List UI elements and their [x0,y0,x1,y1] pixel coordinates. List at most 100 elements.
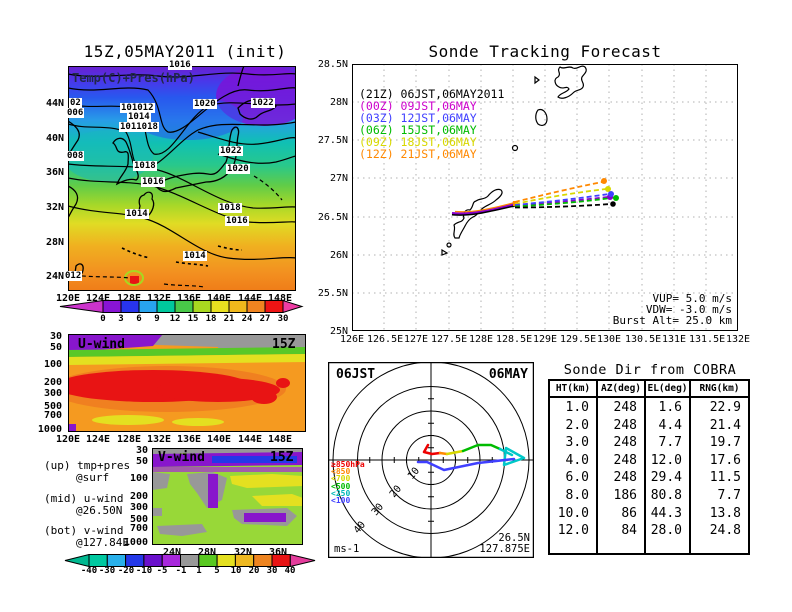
endpoint-orange [601,178,607,184]
legend-line: (09Z) 18JST,06MAY [359,135,477,149]
table-cell: 248 [613,400,637,415]
table-cell: 248 [613,417,637,433]
y-tick: 25N [329,326,348,337]
contour-label: 1014 [125,209,149,219]
p-tick: 200 [129,491,148,502]
x-tick: 126.5E [367,334,404,345]
contour-label: 1022 [219,146,243,156]
note-bot-label: (bot) v-wind [44,524,124,537]
table-column-ht: HT(km) 1.0 2.0 3.0 4.0 6.0 8.0 10.0 12.0 [548,379,598,555]
table-cell: 13.8 [709,505,741,521]
cb-tick: 20 [248,566,260,576]
note-up-label: (up) tmp+pres [44,459,131,472]
vdw-text: VDW= -3.0 m/s [645,303,732,316]
x-tick: 132E [146,293,172,304]
x-tick: 124E [85,434,111,445]
x-tick: 136E [176,434,202,445]
y-tick: 28N [329,97,348,108]
table-cell: 4.0 [565,452,589,468]
cb-tick: 10 [230,566,242,576]
p-tick: 200 [43,377,62,388]
legend-line: (00Z) 09JST,06MAY [359,99,477,113]
hodograph-units: ms-1 [334,543,360,555]
y-tick: 44N [45,98,64,109]
table-column-az: AZ(deg) 248 248 248 248 248 186 86 84 [596,379,646,555]
table-cell: 21.4 [709,417,741,433]
x-tick: 120E [55,293,81,304]
p-tick: 100 [129,473,148,484]
cb-tick: -5 [156,566,168,576]
table-cell: 248 [613,452,637,468]
cb-tick: -40 [80,566,98,576]
endpoint-green [613,195,619,201]
y-tick: 32N [45,202,64,213]
burst-text: Burst Alt= 25.0 km [612,314,732,327]
table-cell: 6.0 [565,470,589,486]
hodo-legend-100: <100 [331,496,351,505]
legend-line: (06Z) 15JST,06MAY [359,123,477,137]
table-column-el: EL(deg) 1.6 4.4 7.7 12.0 29.4 80.8 44.3 … [644,379,691,555]
table-cell: 10.0 [557,505,589,521]
p-tick: 300 [43,388,62,399]
cb-tick: 30 [266,566,278,576]
u-wind-time: 15Z [272,337,296,352]
cb-tick: 9 [154,314,160,324]
x-tick: 131E [661,334,687,345]
table-cell: 12.0 [557,523,589,539]
sonde-table: HT(km) 1.0 2.0 3.0 4.0 6.0 8.0 10.0 12.0… [548,379,750,555]
x-tick: 129E [532,334,558,345]
contour-label: 02 [69,98,82,108]
sonde-table-title: Sonde Dir from COBRA [563,362,737,378]
note-mid-label: (mid) u-wind [44,492,124,505]
contour-label: 1014 [127,112,151,122]
cb-tick: 21 [223,314,235,324]
cb-tick: 12 [169,314,181,324]
legend-line: (12Z) 21JST,06MAY [359,147,477,161]
y-tick: 40N [45,133,64,144]
cb-tick: 0 [100,314,106,324]
p-tick: 1000 [37,424,62,435]
y-tick: 26N [329,250,348,261]
x-tick: 120E [55,434,81,445]
contour-label: 1016 [225,216,249,226]
x-tick: 140E [206,434,232,445]
y-tick: 25.5N [317,288,348,299]
x-tick: 32N [233,547,253,558]
u-wind-canvas [68,334,306,432]
table-cell: 1.6 [658,400,682,415]
x-tick: 130.5E [625,334,662,345]
x-tick: 136E [176,293,202,304]
cb-tick: 27 [259,314,271,324]
hodo-legend-500: <500 [331,481,351,491]
table-cell: 3.0 [565,435,589,451]
table-cell: 28.0 [650,523,682,539]
note-bot-value: @127.84E [76,536,129,549]
sonde-map-canvas [352,64,738,331]
vup-text: VUP= 5.0 m/s [652,292,732,305]
table-cell: 248 [613,470,637,486]
x-tick: 128E [468,334,494,345]
cb-tick: 5 [214,566,220,576]
table-cell: 44.3 [650,505,682,521]
table-cell: 80.8 [650,487,682,503]
table-cell: 4.4 [658,417,682,433]
y-tick: 36N [45,167,64,178]
island-chain [121,245,243,267]
hodograph-trace [416,443,526,472]
p-tick: 700 [43,410,62,421]
teal-blob [68,130,153,182]
y-tick: 27N [329,173,348,184]
cb-tick: 18 [205,314,217,324]
p-tick: 30 [135,445,148,456]
x-tick: 24N [162,547,182,558]
p-tick: 1000 [123,537,148,548]
cb-tick: -20 [117,566,135,576]
x-tick: 127.5E [431,334,468,345]
table-cell: 7.7 [658,435,682,451]
x-tick: 144E [237,293,263,304]
note-up-value: @surf [76,471,110,484]
x-tick: 129.5E [560,334,597,345]
init-map-title: 15Z,05MAY2011 (init) [83,42,287,61]
p-tick: 500 [129,514,148,525]
